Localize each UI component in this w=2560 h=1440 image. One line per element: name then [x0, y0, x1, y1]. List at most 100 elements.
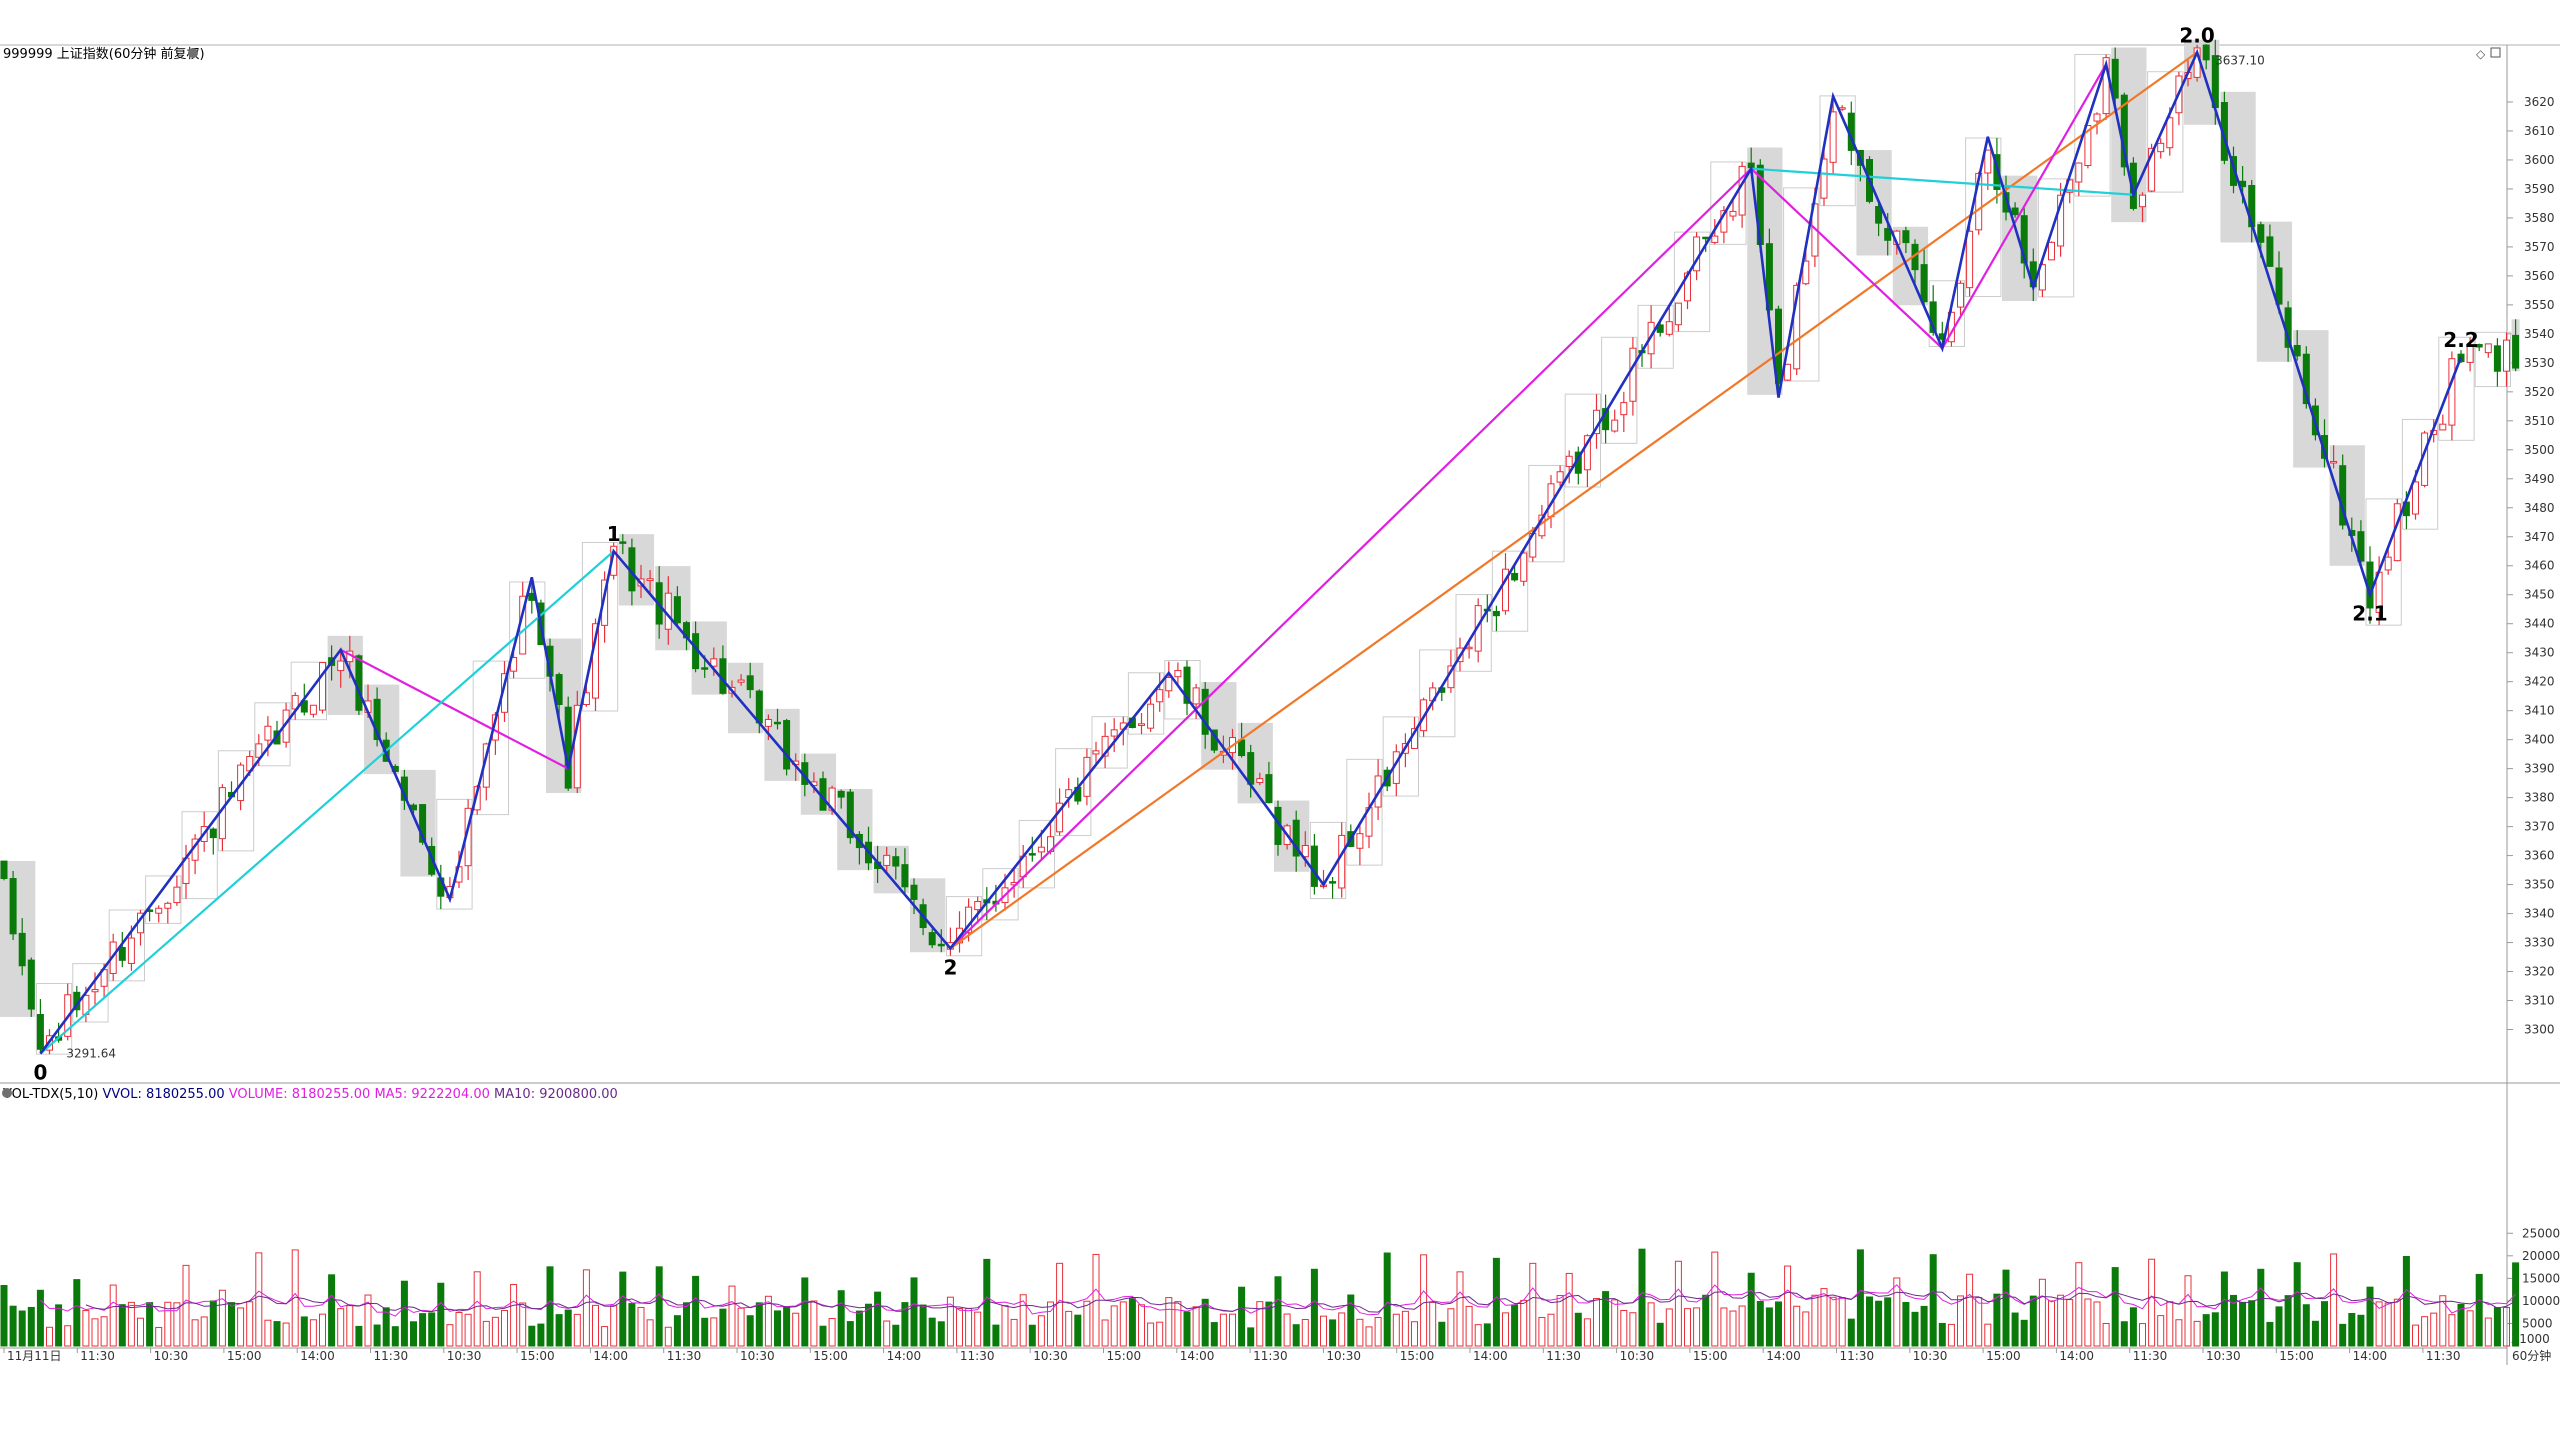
volume-bar-up: [2102, 1322, 2110, 1347]
volume-bar-down: [428, 1312, 436, 1347]
volume-bar-up: [510, 1284, 518, 1347]
candle-down: [892, 856, 900, 867]
time-period-label: 60分钟: [2512, 1348, 2551, 1363]
volume-bar-up: [1629, 1312, 1637, 1347]
price-tick-label: 3510: [2524, 414, 2555, 428]
consolidation-box: [1382, 716, 1419, 797]
volume-bar-up: [1147, 1322, 1155, 1347]
consolidation-box: [1601, 336, 1638, 444]
candle-down: [9, 878, 17, 935]
time-tick-label: 10:30: [1913, 1349, 1948, 1363]
settings-icon[interactable]: [188, 48, 198, 58]
volume-bar-down: [1383, 1252, 1391, 1347]
volume-bar-up: [2048, 1300, 2055, 1347]
volume-bar-down: [400, 1280, 408, 1347]
volume-tick-label: 20000: [2522, 1249, 2560, 1263]
consolidation-box: [436, 798, 473, 910]
volume-bar-up: [2421, 1316, 2429, 1347]
time-tick-label: 10:30: [1620, 1349, 1655, 1363]
volume-bar-up: [1811, 1294, 1819, 1347]
consolidation-box: [1164, 660, 1201, 720]
volume-bar-up: [1975, 1297, 1983, 1347]
volume-bar-up: [2084, 1298, 2092, 1347]
candle-down: [937, 943, 945, 947]
volume-bar-down: [1201, 1298, 1209, 1347]
diamond-icon[interactable]: ◇: [2476, 47, 2486, 61]
candle-up: [592, 623, 599, 699]
volume-bar-up: [1047, 1301, 1054, 1347]
consolidation-box: [72, 963, 109, 1023]
volume-bar-down: [391, 1326, 399, 1347]
volume-bar-up: [2448, 1314, 2456, 1347]
volume-bar-down: [1292, 1324, 1300, 1347]
time-tick-label: 10:30: [740, 1349, 775, 1363]
volume-ma5-line: [40, 1284, 2516, 1317]
candle-up: [764, 718, 772, 727]
candle-up: [883, 854, 891, 866]
volume-axis: 5000 10000 15000 20000 25000 X1000: [2507, 1226, 2560, 1346]
volume-bar-up: [1838, 1297, 1846, 1347]
candle-up: [646, 578, 654, 582]
price-tick-label: 3320: [2524, 965, 2555, 979]
magenta-trend-line: [340, 648, 569, 770]
indicator-settings-icon[interactable]: [2, 1088, 12, 1098]
volume-bar-down: [1074, 1314, 1082, 1347]
candle-down: [774, 721, 781, 725]
volume-bar-up: [46, 1326, 53, 1347]
candle-up: [1165, 677, 1173, 692]
wave-labels: 0 1 2 2.0 2.1 2.2 3291.64 3637.10: [33, 23, 2478, 1084]
volume-bar-down: [2020, 1319, 2028, 1347]
volume-bar-down: [27, 1306, 35, 1347]
candle-up: [1110, 729, 1118, 737]
consolidation-box: [1419, 649, 1456, 738]
volume-bar-up: [1593, 1297, 1600, 1347]
volume-bar-down: [673, 1315, 681, 1347]
time-tick-label: 11:30: [2426, 1349, 2461, 1363]
volume-bar-down: [1265, 1301, 1273, 1347]
volume-bar-up: [473, 1271, 481, 1347]
low-price-annotation: 3291.64: [66, 1047, 116, 1061]
candle-up: [2048, 241, 2055, 261]
volume-bar-down: [1929, 1254, 1937, 1347]
candle-up: [1957, 282, 1964, 308]
volume-bar-down: [2011, 1312, 2019, 1347]
price-tick-label: 3390: [2524, 762, 2555, 776]
candle-down: [0, 860, 8, 879]
volume-bar-up: [1110, 1305, 1118, 1347]
candle-down: [2475, 344, 2483, 348]
candle-down: [373, 698, 381, 741]
time-tick-label: 14:00: [2059, 1349, 2094, 1363]
volume-bar-down: [0, 1285, 8, 1347]
volume-bar-up: [319, 1313, 326, 1347]
volume-bar-down: [2211, 1312, 2219, 1347]
volume-bar-up: [1283, 1313, 1291, 1347]
candle-down: [2020, 215, 2028, 264]
cyan-trend-line: [1751, 167, 2134, 196]
volume-bar-up: [592, 1304, 599, 1347]
consolidation-box: [1673, 231, 1711, 333]
volume-bar-down: [410, 1321, 417, 1347]
volume-bar-down: [1875, 1300, 1883, 1347]
volume-bar-up: [309, 1319, 317, 1347]
volume-bar-down: [300, 1316, 308, 1347]
consolidation-box: [35, 983, 73, 1055]
volume-bar-down: [1775, 1301, 1782, 1347]
candle-up: [164, 902, 172, 909]
candle-down: [1902, 230, 1910, 244]
volume-bar-down: [2311, 1320, 2319, 1347]
volume-bar-down: [1247, 1327, 1255, 1347]
header-title: 999999 上证指数(60分钟 前复权): [3, 46, 205, 62]
candle-up: [1301, 845, 1309, 858]
candle-down: [1929, 301, 1937, 333]
maximize-icon[interactable]: [2490, 47, 2501, 58]
volume-bar-down: [2029, 1295, 2037, 1347]
volume-bar-up: [1529, 1262, 1537, 1347]
time-tick-label: 15:00: [1107, 1349, 1142, 1363]
volume-bar-up: [1556, 1294, 1564, 1347]
volume-bar-down: [2293, 1262, 2301, 1347]
candle-up: [2448, 358, 2456, 426]
volume-bar-up: [2184, 1275, 2192, 1347]
price-tick-label: 3540: [2524, 327, 2555, 341]
